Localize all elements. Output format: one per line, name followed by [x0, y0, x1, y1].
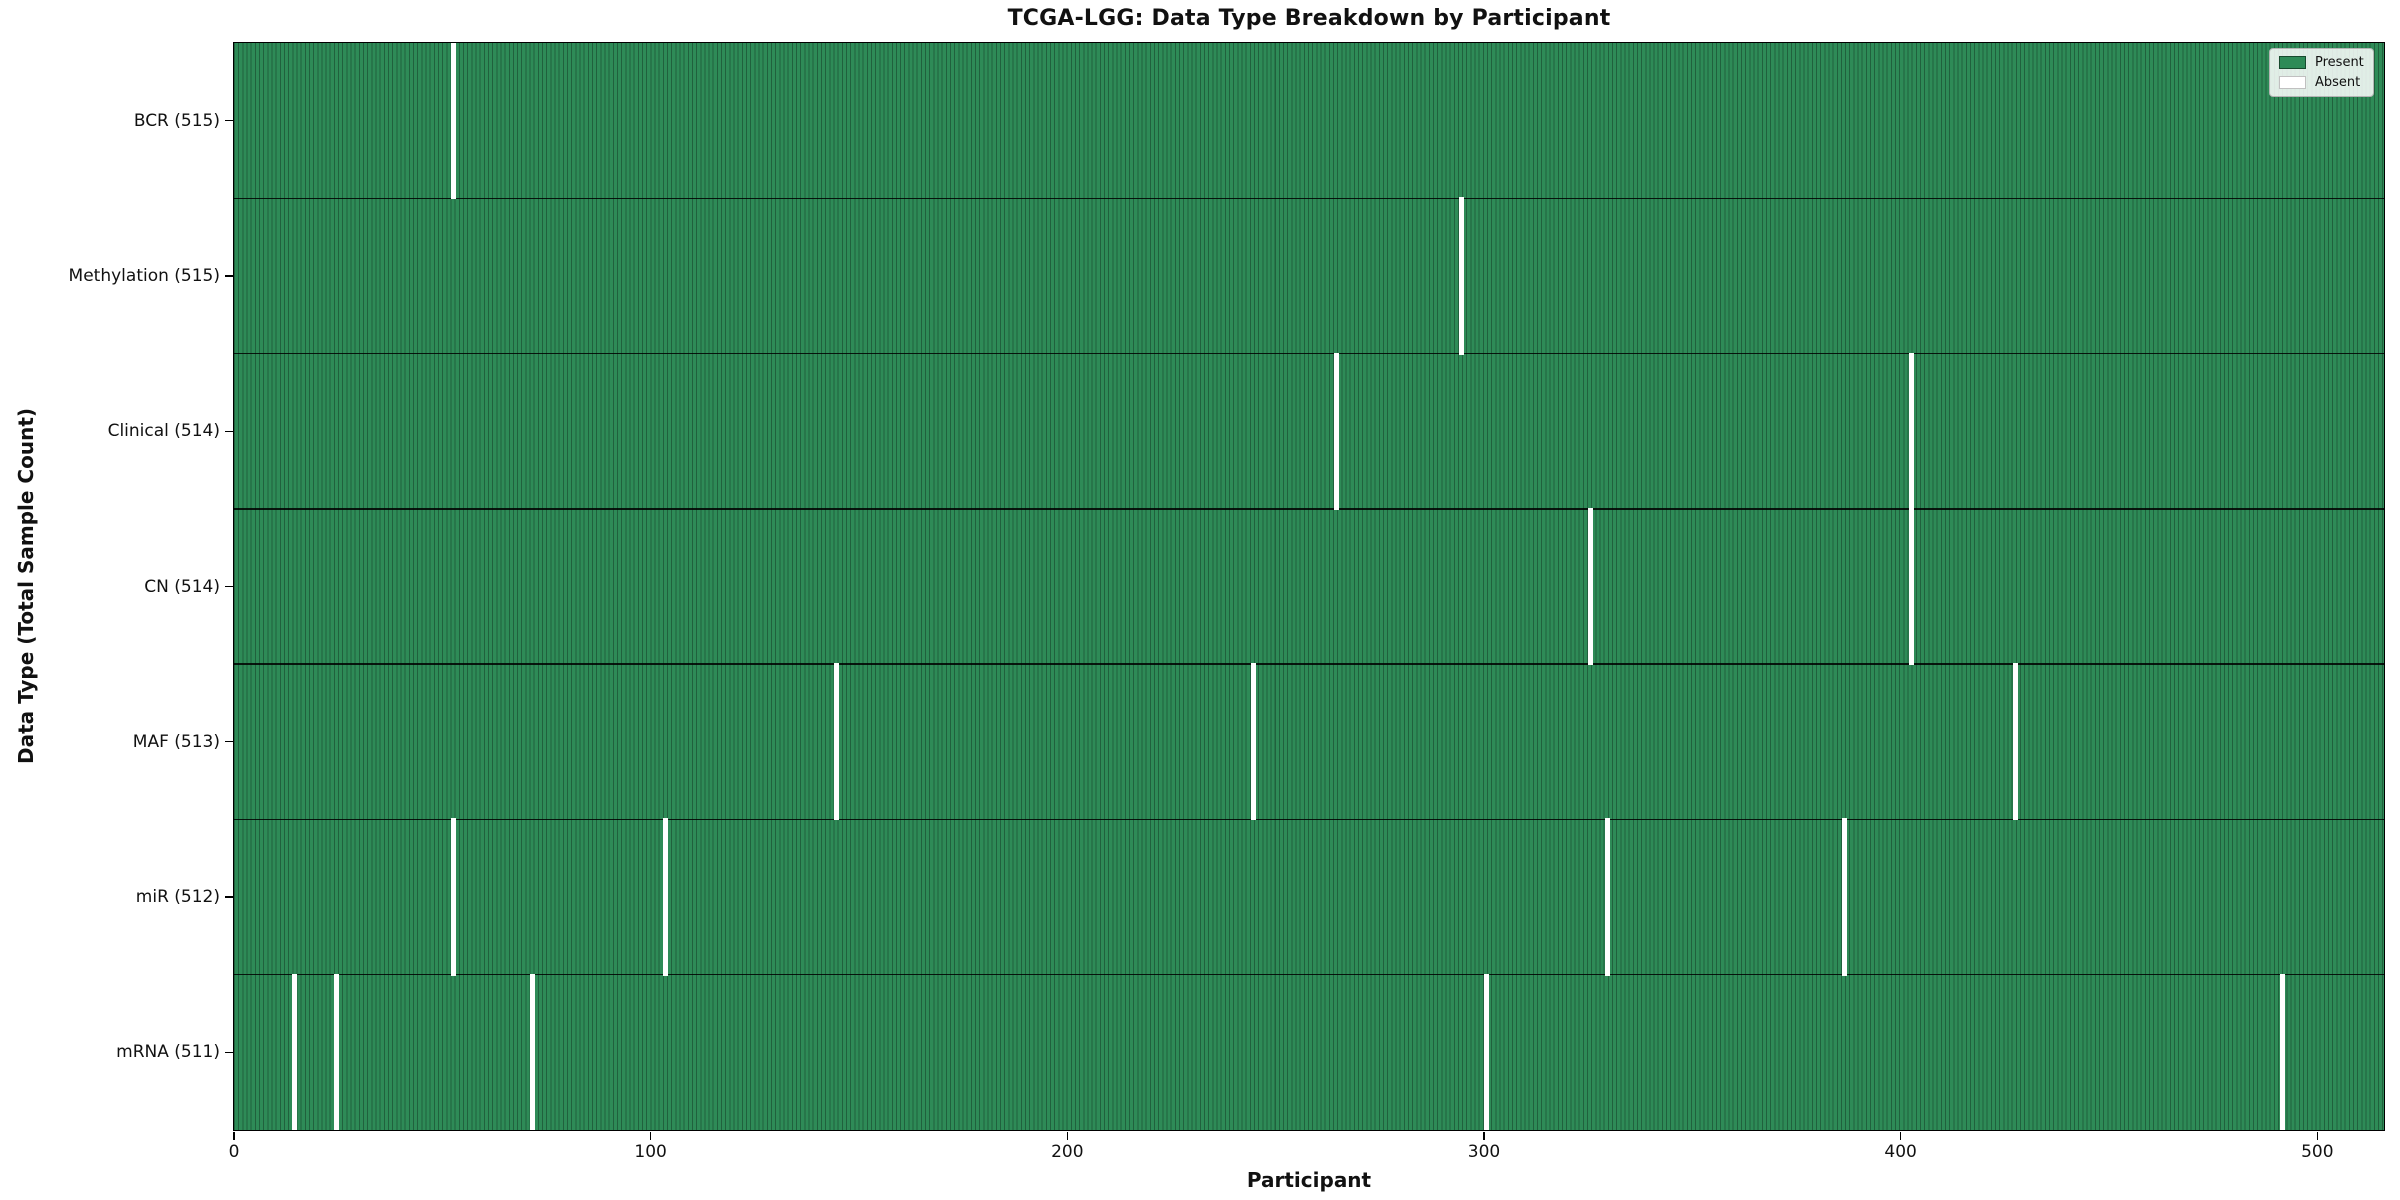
x-tick-mark: [2316, 1131, 2319, 1140]
y-tick-label-CN: CN (514): [144, 576, 220, 597]
row-CN: [234, 509, 2384, 664]
y-tick-label-Clinical: Clinical (514): [107, 421, 220, 442]
absent-gap-CN-402: [1909, 507, 1915, 666]
y-tick-label-MAF: MAF (513): [132, 731, 220, 752]
row-divider: [234, 818, 2384, 821]
legend-absent-label: Absent: [2315, 75, 2361, 90]
y-tick-mark: [225, 275, 233, 277]
absent-gap-MAF-244: [1250, 663, 1256, 821]
x-tick-label-0: 0: [228, 1142, 240, 1162]
row-Clinical: [234, 354, 2384, 509]
legend-absent-swatch-icon: [2279, 76, 2306, 89]
row-divider: [234, 197, 2384, 200]
row-BCR: [234, 43, 2384, 198]
legend-present-label: Present: [2315, 55, 2364, 70]
x-tick-mark: [233, 1131, 235, 1140]
row-MAF: [234, 664, 2384, 819]
y-tick-mark: [225, 1051, 233, 1054]
absent-gap-MAF-144: [834, 663, 840, 821]
absent-gap-mRNA-71: [529, 973, 535, 1130]
absent-gap-mRNA-491: [2279, 973, 2285, 1130]
absent-gap-BCR-52: [450, 43, 456, 200]
x-tick-label-300: 300: [1467, 1142, 1501, 1162]
absent-gap-CN-325: [1588, 507, 1594, 666]
row-divider: [234, 663, 2384, 665]
absent-gap-mRNA-14: [292, 973, 298, 1130]
absent-gap-mRNA-300: [1484, 973, 1490, 1130]
absent-gap-mRNA-24: [334, 973, 340, 1130]
legend: Present Absent: [2269, 48, 2374, 97]
row-Methylation: [234, 198, 2384, 353]
y-tick-mark: [225, 896, 233, 898]
absent-gap-miR-386: [1842, 818, 1848, 976]
chart-title: TCGA-LGG: Data Type Breakdown by Partici…: [1007, 6, 1611, 31]
x-axis-label: Participant: [1246, 1168, 1372, 1192]
legend-present-swatch-icon: [2279, 56, 2306, 69]
plot-area: [233, 42, 2385, 1131]
row-divider: [234, 352, 2384, 355]
absent-gap-miR-329: [1604, 818, 1610, 976]
y-tick-label-miR: miR (512): [135, 887, 220, 908]
x-tick-label-100: 100: [634, 1142, 667, 1162]
legend-item-present: Present: [2279, 55, 2364, 70]
x-tick-label-500: 500: [2301, 1142, 2334, 1162]
absent-gap-MAF-427: [2013, 663, 2019, 821]
y-tick-label-BCR: BCR (515): [133, 110, 220, 131]
y-tick-label-mRNA: mRNA (511): [116, 1042, 220, 1063]
row-divider: [234, 973, 2384, 976]
x-tick-mark: [1066, 1131, 1069, 1140]
x-tick-mark: [649, 1131, 652, 1140]
x-tick-mark: [1483, 1131, 1485, 1140]
y-tick-label-Methylation: Methylation (515): [68, 265, 220, 286]
y-tick-mark: [225, 741, 233, 743]
y-tick-mark: [225, 119, 233, 122]
row-divider: [234, 508, 2384, 510]
x-tick-label-400: 400: [1884, 1142, 1917, 1162]
row-miR: [234, 819, 2384, 974]
y-tick-mark: [225, 430, 233, 432]
absent-gap-miR-103: [663, 818, 669, 976]
absent-gap-miR-52: [450, 818, 456, 976]
x-tick-label-200: 200: [1051, 1142, 1084, 1162]
absent-gap-Clinical-402: [1909, 352, 1915, 510]
legend-item-absent: Absent: [2279, 75, 2364, 90]
x-tick-mark: [1899, 1131, 1902, 1140]
absent-gap-Methylation-294: [1459, 197, 1465, 355]
row-mRNA: [234, 975, 2384, 1130]
y-tick-mark: [225, 585, 233, 588]
absent-gap-Clinical-264: [1334, 352, 1340, 510]
